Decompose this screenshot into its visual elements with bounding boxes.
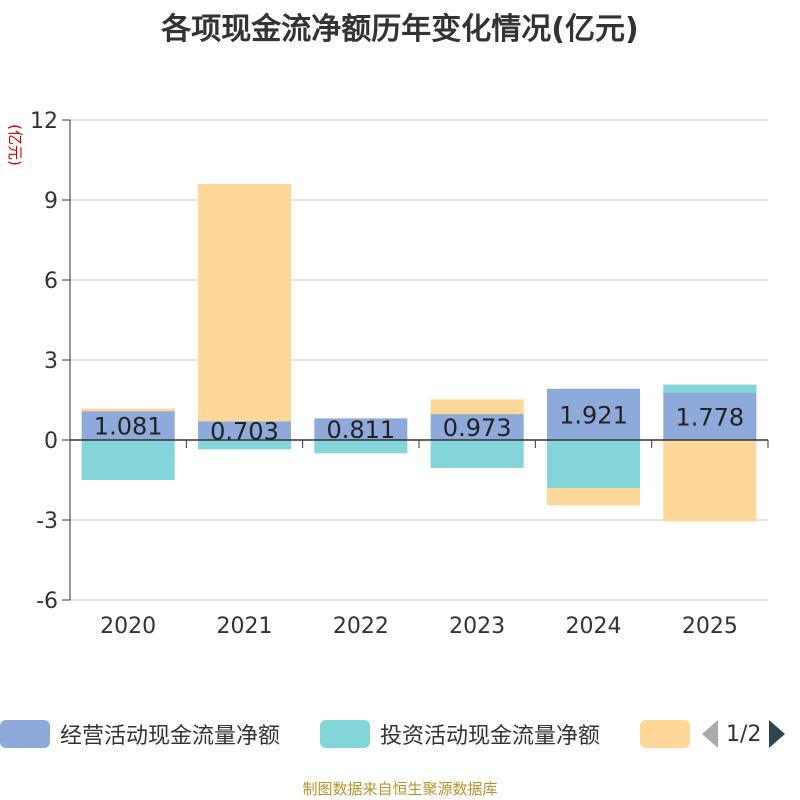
x-tick-label: 2022 (333, 614, 389, 639)
x-tick-label: 2024 (566, 614, 622, 639)
y-tick-label: -6 (36, 589, 58, 614)
data-label-2024: 1.921 (559, 401, 628, 429)
legend-next-arrow-icon[interactable] (769, 720, 786, 748)
legend-swatch-investing (320, 720, 370, 748)
bar-series1-2025 (663, 384, 757, 393)
data-label-2023: 0.973 (443, 414, 512, 442)
legend-item-investing[interactable]: 投资活动现金流量净额 (320, 716, 600, 752)
y-tick-label: 6 (44, 269, 58, 294)
legend-item-operating[interactable]: 经营活动现金流量净额 (0, 716, 280, 752)
bar-series1-2023 (430, 440, 524, 468)
x-tick-label: 2020 (100, 614, 156, 639)
bar-series1-2022 (314, 440, 408, 454)
data-source-note: 制图数据来自恒生聚源数据库 (302, 780, 498, 798)
y-tick-label: 3 (44, 349, 58, 374)
data-label-2025: 1.778 (675, 403, 744, 431)
bar-series0-2022 (314, 418, 408, 440)
legend-page-indicator: 1/2 (726, 721, 762, 747)
legend-swatch-operating (0, 720, 50, 748)
data-label-2020: 1.081 (94, 413, 163, 441)
y-tick-label: 0 (44, 429, 58, 454)
y-axis-label: (亿元) (6, 124, 24, 166)
x-tick-label: 2021 (217, 614, 273, 639)
bar-series1-2024 (546, 440, 641, 488)
legend-swatch-financing (640, 720, 690, 748)
legend-item-financing[interactable] (640, 716, 690, 752)
legend-pager: 1/2 (702, 716, 786, 752)
legend-prev-arrow-icon[interactable] (702, 720, 718, 748)
legend-label-investing: 投资活动现金流量净额 (380, 724, 601, 749)
bar-series1-2020 (81, 440, 175, 480)
bar-series2-2025 (663, 440, 757, 522)
bar-series2-2024 (546, 488, 641, 506)
y-tick-label: -3 (36, 509, 58, 534)
data-label-2021: 0.703 (210, 418, 279, 446)
bar-series0-2020 (81, 411, 175, 440)
y-tick-label: 12 (30, 109, 58, 134)
chart-canvas: 12 9 6 3 0 -3 -6 (亿元) 1.081 0.703 0.811 0.973 1.921 1… (6, 109, 769, 639)
x-tick-label: 2023 (449, 614, 505, 639)
bar-series0-2025 (663, 392, 757, 440)
bar-series1-2021 (197, 440, 292, 450)
y-tick-label: 9 (44, 189, 58, 214)
bar-series2-2023 (430, 399, 524, 415)
chart-title: 各项现金流净额历年变化情况(亿元) (161, 12, 639, 47)
bar-series2-2021 (197, 183, 292, 422)
data-label-2022: 0.811 (326, 416, 395, 444)
bar-series2-2020 (81, 408, 175, 412)
bar-series0-2024 (546, 388, 641, 440)
legend: 经营活动现金流量净额 投资活动现金流量净额 1/2 (0, 716, 800, 756)
x-tick-label: 2025 (682, 614, 738, 639)
bar-series0-2023 (430, 414, 524, 440)
legend-label-operating: 经营活动现金流量净额 (60, 724, 281, 749)
bar-series0-2021 (197, 421, 292, 440)
